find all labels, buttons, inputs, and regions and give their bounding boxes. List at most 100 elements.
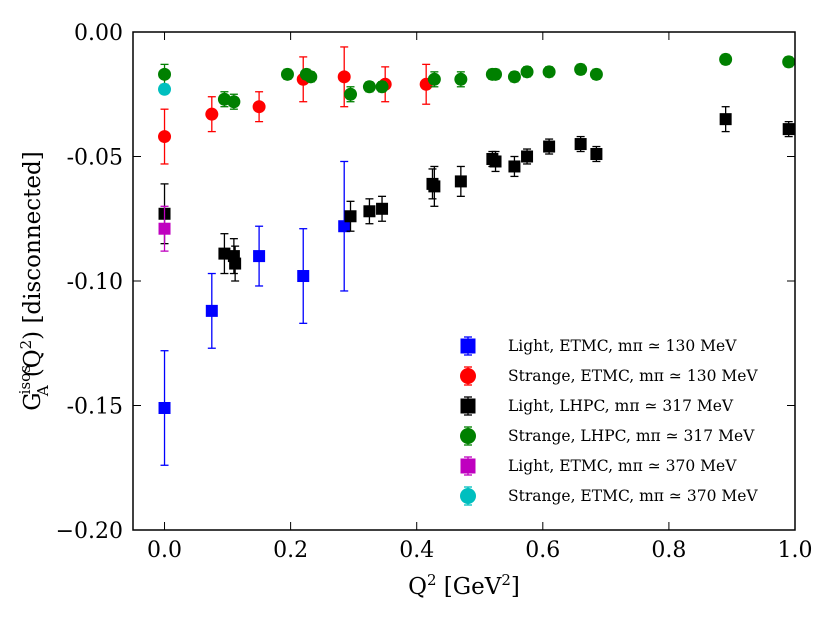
x-tick-label: 0.2 [273,538,308,563]
legend: Light, ETMC, mπ ≃ 130 MeV Strange, ETMC, … [460,336,758,506]
data-point [542,65,556,79]
data-marker [489,155,502,168]
data-point [297,228,310,324]
y-tick-label: 0.00 [74,21,123,46]
data-point [158,108,172,165]
data-marker [521,150,534,163]
data-point [543,138,556,155]
data-marker [158,401,171,414]
data-marker [158,67,172,81]
data-marker [229,257,242,270]
data-point [719,106,732,133]
data-marker [589,67,603,81]
y-tick-label: -0.15 [67,395,123,420]
series-5 [158,205,171,252]
y-axis-title: GisosA(Q2) [disconnected] [16,151,52,410]
y-tick-label: -0.05 [67,146,123,171]
data-point [362,80,376,94]
data-point [508,155,521,178]
data-point [574,135,587,153]
x-axis-title: Q2 [GeV2] [408,571,520,600]
data-marker [520,65,534,79]
legend-label: Light, ETMC, mπ ≃ 370 MeV [508,457,737,475]
data-marker [158,222,171,235]
data-point [304,70,318,84]
series-3 [158,106,795,282]
data-point [520,65,534,79]
data-marker [427,72,441,86]
data-point [375,80,389,94]
data-marker [280,67,294,81]
data-point [376,195,389,222]
legend-label: Strange, ETMC, mπ ≃ 370 MeV [508,487,758,505]
legend-label: Light, LHPC, mπ ≃ 317 MeV [508,397,734,415]
plot-frame [132,31,796,531]
data-marker [460,488,476,504]
data-marker [782,123,795,136]
data-marker [376,202,389,215]
legend-label: Light, ETMC, mπ ≃ 130 MeV [508,337,737,355]
data-points [158,46,796,466]
x-tick-label: 0.6 [525,538,560,563]
data-marker [158,130,172,144]
data-point [158,205,171,252]
data-point [363,198,376,225]
data-marker [507,70,521,84]
data-marker [205,304,218,317]
tick-labels: 0.0 0.2 0.4 0.6 0.8 1.0 0.00 -0.05 -0.10 -0.15 −0.… [56,21,813,563]
data-point [205,96,219,133]
data-marker [158,82,172,96]
data-marker [460,458,476,474]
legend-entry: Light, ETMC, mπ ≃ 130 MeV [460,336,737,356]
data-point [719,52,733,66]
data-marker [508,160,521,173]
data-marker [362,80,376,94]
y-tick-label: -0.10 [67,270,123,295]
data-marker [782,55,796,69]
data-marker [297,270,310,283]
x-tick-label: 0.4 [399,538,434,563]
data-marker [227,95,241,109]
data-marker [460,338,476,354]
data-marker [304,70,318,84]
data-point [782,120,795,138]
series-6 [158,82,172,96]
data-marker [338,220,351,233]
data-marker [253,250,266,263]
data-point [428,165,441,207]
data-marker [489,67,503,81]
data-marker [344,210,357,223]
data-point [252,91,266,123]
legend-entry: Strange, LHPC, mπ ≃ 317 MeV [460,426,755,446]
data-marker [337,70,351,84]
data-point [454,165,467,197]
data-marker [590,148,603,161]
data-point [521,148,534,165]
plot-area-background [133,32,795,530]
x-tick-label: 0.0 [147,538,182,563]
data-point [590,145,603,163]
data-point [229,245,242,282]
data-point [158,350,171,466]
x-tick-label: 1.0 [778,538,813,563]
data-marker [454,72,468,86]
data-marker [460,428,476,444]
data-point [427,71,441,88]
data-point [337,46,351,108]
data-marker [719,113,732,126]
data-point [507,70,521,84]
data-point [344,86,358,103]
series-1 [158,160,351,466]
data-marker [574,62,588,76]
data-marker [252,100,266,114]
data-point [218,233,231,275]
legend-entry: Strange, ETMC, mπ ≃ 370 MeV [460,486,758,506]
data-point [253,225,266,287]
data-marker [375,80,389,94]
legend-entry: Light, LHPC, mπ ≃ 317 MeV [460,396,734,416]
data-point [227,93,241,110]
series-2 [158,46,433,165]
y-tick-label: −0.20 [56,519,123,544]
data-marker [363,205,376,218]
